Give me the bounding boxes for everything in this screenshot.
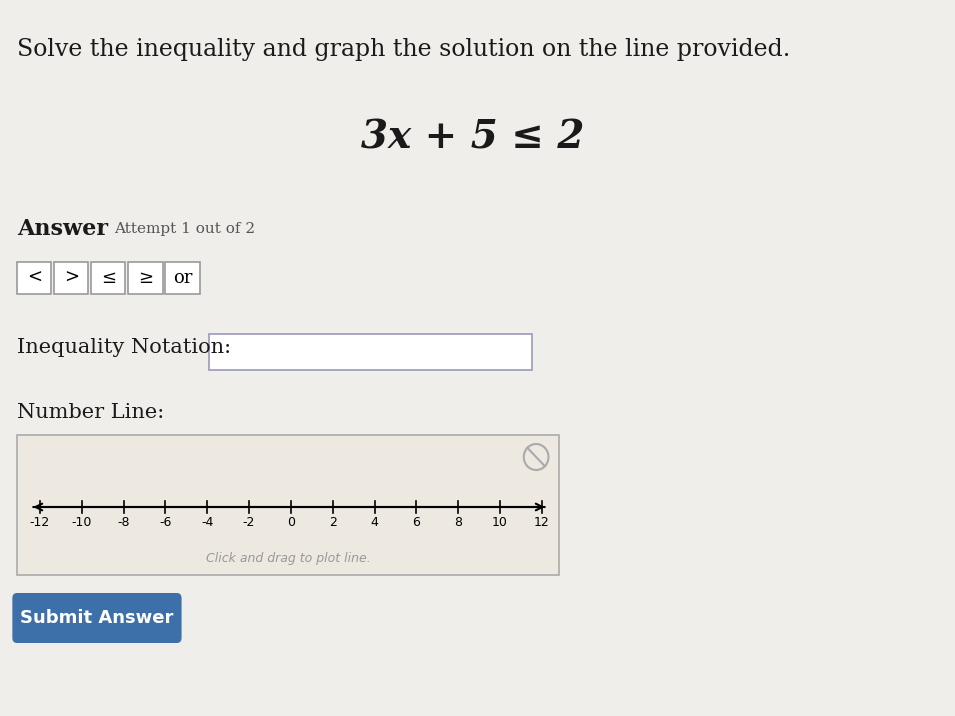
Text: 8: 8 <box>455 516 462 529</box>
FancyBboxPatch shape <box>17 262 52 294</box>
Text: ≤: ≤ <box>101 269 116 287</box>
FancyBboxPatch shape <box>92 262 125 294</box>
Text: Click and drag to plot line.: Click and drag to plot line. <box>205 552 371 565</box>
Text: -6: -6 <box>159 516 172 529</box>
Text: 2: 2 <box>329 516 337 529</box>
Text: Solve the inequality and graph the solution on the line provided.: Solve the inequality and graph the solut… <box>17 38 791 61</box>
Text: Attempt 1 out of 2: Attempt 1 out of 2 <box>114 222 255 236</box>
Text: >: > <box>64 269 79 287</box>
FancyBboxPatch shape <box>12 593 181 643</box>
Text: ≥: ≥ <box>138 269 153 287</box>
Text: 6: 6 <box>413 516 420 529</box>
FancyBboxPatch shape <box>17 435 559 575</box>
Text: -8: -8 <box>117 516 130 529</box>
FancyBboxPatch shape <box>209 334 532 370</box>
Text: Inequality Notation:: Inequality Notation: <box>17 338 231 357</box>
Text: 3x + 5 ≤ 2: 3x + 5 ≤ 2 <box>361 118 584 156</box>
Text: -2: -2 <box>243 516 255 529</box>
Text: Submit Answer: Submit Answer <box>20 609 174 627</box>
FancyBboxPatch shape <box>165 262 200 294</box>
Text: 12: 12 <box>534 516 550 529</box>
Text: -12: -12 <box>30 516 50 529</box>
FancyBboxPatch shape <box>128 262 162 294</box>
Text: Answer: Answer <box>17 218 108 240</box>
Text: or: or <box>173 269 192 287</box>
Text: <: < <box>27 269 42 287</box>
Text: -10: -10 <box>72 516 92 529</box>
Text: 10: 10 <box>492 516 508 529</box>
Text: 0: 0 <box>286 516 295 529</box>
Text: Number Line:: Number Line: <box>17 403 164 422</box>
Text: -4: -4 <box>202 516 213 529</box>
FancyBboxPatch shape <box>54 262 89 294</box>
Text: 4: 4 <box>371 516 378 529</box>
